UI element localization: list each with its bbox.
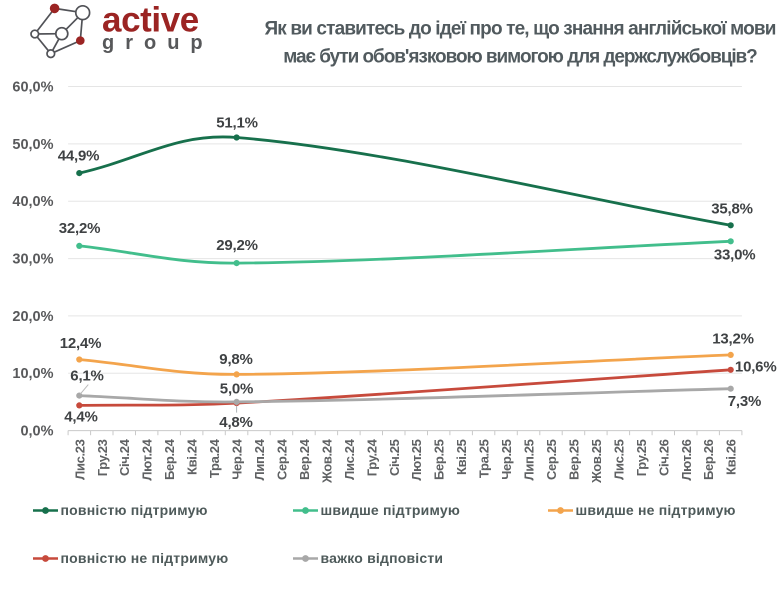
svg-text:44,9%: 44,9%: [58, 147, 100, 164]
svg-text:Лют.24: Лют.24: [140, 438, 155, 480]
svg-text:Лис.25: Лис.25: [611, 439, 626, 479]
svg-text:group: group: [102, 32, 214, 54]
svg-text:Тра.24: Тра.24: [207, 438, 222, 478]
svg-text:0,0%: 0,0%: [20, 424, 53, 440]
svg-text:50,0%: 50,0%: [12, 137, 53, 153]
svg-text:Вер.25: Вер.25: [567, 439, 582, 480]
svg-text:10,0%: 10,0%: [12, 366, 53, 382]
svg-text:Як ви ставитесь до ідеї про те: Як ви ставитесь до ідеї про те, що знанн…: [264, 19, 775, 40]
svg-text:Лют.25: Лют.25: [409, 439, 424, 480]
svg-text:20,0%: 20,0%: [12, 309, 53, 325]
svg-text:35,8%: 35,8%: [711, 201, 753, 218]
svg-text:швидше не підтримую: швидше не підтримую: [576, 502, 736, 518]
svg-text:Лип.25: Лип.25: [522, 439, 537, 480]
svg-text:Бер.24: Бер.24: [162, 438, 177, 480]
svg-text:40,0%: 40,0%: [12, 194, 53, 210]
svg-text:5,0%: 5,0%: [220, 381, 253, 398]
svg-text:Січ.26: Січ.26: [656, 439, 671, 476]
svg-text:Січ.25: Січ.25: [387, 439, 402, 476]
svg-text:13,2%: 13,2%: [712, 330, 754, 347]
svg-text:60,0%: 60,0%: [12, 80, 53, 96]
svg-text:Січ.24: Січ.24: [117, 438, 132, 476]
svg-text:Гру.23: Гру.23: [95, 439, 110, 476]
svg-text:Жов.25: Жов.25: [589, 439, 604, 484]
svg-text:Кві.26: Кві.26: [724, 439, 739, 475]
svg-text:Чер.24: Чер.24: [230, 438, 245, 479]
svg-text:повністю не підтримую: повністю не підтримую: [61, 550, 229, 566]
svg-text:Гру.24: Гру.24: [364, 438, 379, 476]
svg-text:33,0%: 33,0%: [714, 247, 756, 264]
svg-text:9,8%: 9,8%: [219, 351, 252, 368]
svg-text:Бер.25: Бер.25: [432, 439, 447, 480]
svg-text:Лис.23: Лис.23: [72, 439, 87, 479]
svg-text:6,1%: 6,1%: [70, 368, 103, 385]
svg-text:Сер.24: Сер.24: [275, 438, 290, 480]
svg-text:важко відповісти: важко відповісти: [321, 550, 444, 566]
svg-text:12,4%: 12,4%: [60, 335, 102, 352]
svg-text:Лип.24: Лип.24: [252, 438, 267, 480]
svg-text:7,3%: 7,3%: [728, 393, 761, 410]
svg-text:Кві.24: Кві.24: [185, 438, 200, 475]
svg-text:Тра.25: Тра.25: [477, 439, 492, 478]
svg-text:4,8%: 4,8%: [219, 414, 252, 431]
svg-text:Сер.25: Сер.25: [544, 439, 559, 480]
svg-text:Кві.25: Кві.25: [454, 439, 469, 475]
svg-text:Вер.24: Вер.24: [297, 438, 312, 480]
svg-text:30,0%: 30,0%: [12, 252, 53, 268]
svg-text:Гру.25: Гру.25: [634, 439, 649, 476]
svg-text:Жов.24: Жов.24: [319, 438, 334, 484]
svg-text:Бер.26: Бер.26: [701, 439, 716, 480]
svg-text:Лют.26: Лют.26: [679, 439, 694, 480]
svg-text:29,2%: 29,2%: [216, 237, 258, 254]
svg-text:повністю підтримую: повністю підтримую: [61, 502, 208, 518]
svg-text:Лис.24: Лис.24: [342, 438, 357, 479]
svg-text:швидше підтримую: швидше підтримую: [321, 502, 460, 518]
svg-text:4,4%: 4,4%: [64, 409, 97, 426]
svg-text:10,6%: 10,6%: [735, 358, 777, 375]
svg-text:51,1%: 51,1%: [216, 114, 258, 131]
svg-text:має бути обов'язковою вимогою: має бути обов'язковою вимогою для держсл…: [283, 47, 757, 68]
svg-text:32,2%: 32,2%: [59, 220, 101, 237]
svg-text:Чер.25: Чер.25: [499, 439, 514, 479]
